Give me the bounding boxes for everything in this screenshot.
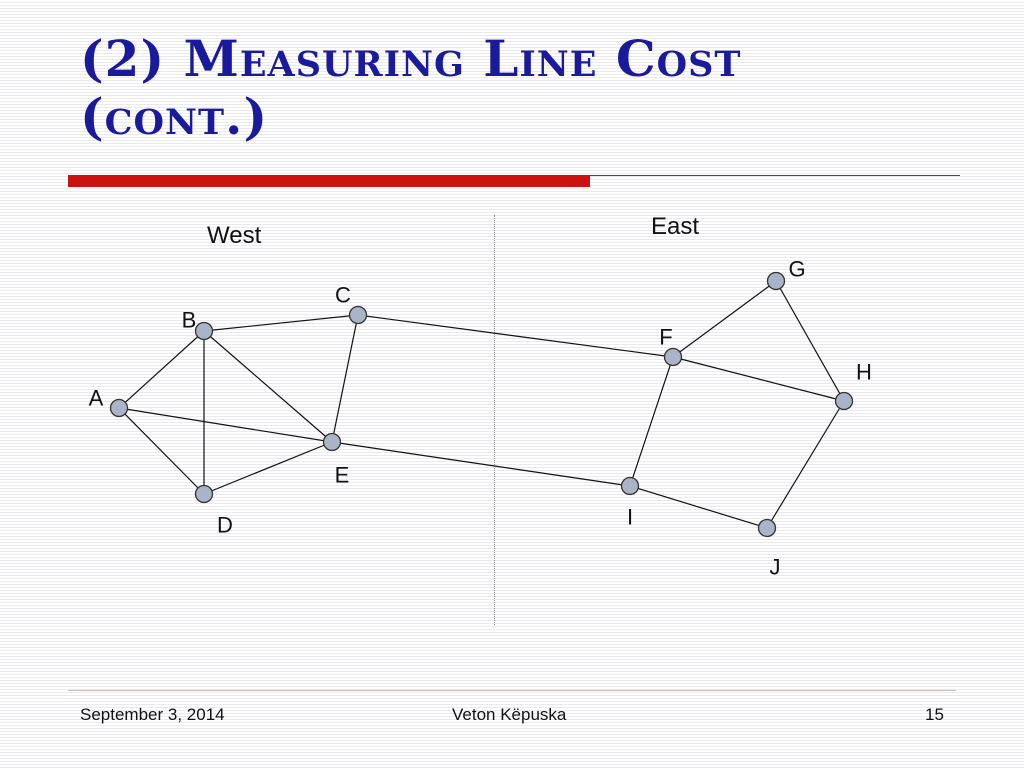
edge-A-B [118, 330, 205, 409]
node-label-A: A [89, 386, 104, 411]
graph-edges [118, 280, 845, 529]
graph-nodes [109, 271, 854, 538]
node-label-I: I [627, 505, 633, 530]
footer-date: September 3, 2014 [80, 705, 225, 724]
edge-G-H [775, 280, 845, 402]
node-label-J: J [770, 555, 781, 580]
east-label: East [651, 213, 700, 240]
node-H [834, 391, 854, 411]
graph-node-labels: A B C D E F G H I J [89, 257, 872, 580]
node-I [620, 476, 640, 496]
node-label-C: C [335, 283, 351, 308]
edge-D-E [203, 441, 333, 495]
node-label-F: F [659, 325, 672, 350]
edge-F-I [629, 356, 674, 487]
footer-page-number: 15 [925, 705, 944, 724]
title-accent-bar [68, 175, 590, 187]
edge-F-G [672, 280, 777, 358]
edge-C-E [331, 314, 359, 443]
footer-divider [68, 690, 956, 691]
node-D [194, 484, 214, 504]
edge-I-J [629, 485, 768, 529]
node-G [766, 271, 786, 291]
edge-H-J [766, 400, 845, 529]
node-C [348, 305, 368, 325]
node-B [194, 321, 214, 341]
slide-title-line2: (cont.) [80, 87, 269, 146]
slide-title-line1: (2) Measuring Line Cost [80, 29, 742, 88]
west-east-divider [494, 215, 495, 625]
node-label-G: G [788, 257, 805, 282]
node-J [757, 518, 777, 538]
edge-B-E [203, 330, 333, 443]
footer-author: Veton Këpuska [452, 705, 567, 724]
edge-A-E [118, 407, 333, 443]
node-A [109, 398, 129, 418]
node-F [663, 347, 683, 367]
node-label-B: B [182, 308, 197, 333]
west-label: West [207, 222, 262, 249]
slide-title: (2) Measuring Line Cost (cont.) [80, 30, 980, 146]
node-label-E: E [335, 463, 350, 488]
edge-F-H [672, 356, 845, 402]
node-E [322, 432, 342, 452]
edge-E-I [331, 441, 631, 487]
edge-C-F [357, 314, 674, 358]
node-label-H: H [856, 360, 872, 385]
title-accent-line [590, 175, 960, 176]
edge-A-D [118, 407, 205, 495]
node-label-D: D [217, 513, 233, 538]
edge-B-C [203, 314, 359, 332]
